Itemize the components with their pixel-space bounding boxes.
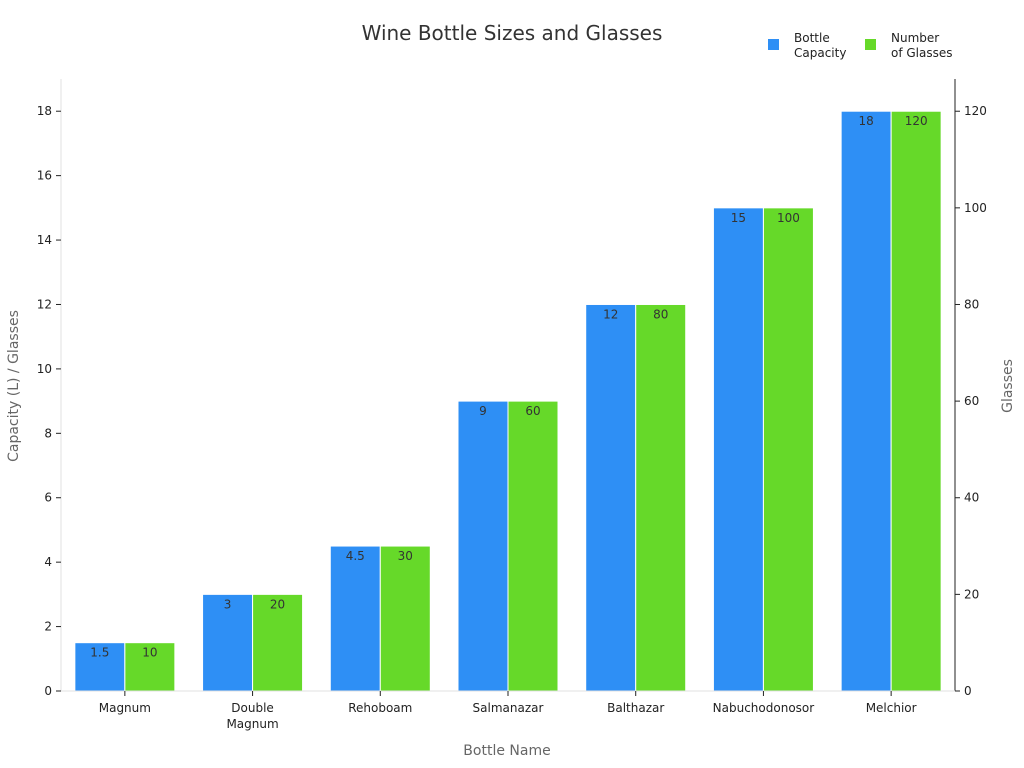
capacity-bar (840, 110, 892, 692)
capacity-bar-label: 3 (224, 597, 232, 611)
x-tick-label: Melchior (866, 701, 917, 715)
glasses-bar-label: 120 (905, 114, 928, 128)
glasses-bar-label: 10 (142, 646, 157, 660)
x-axis-title: Bottle Name (463, 743, 550, 759)
x-tick-label: Balthazar (607, 701, 664, 715)
y2-tick-label: 40 (964, 491, 979, 505)
y-tick-label: 18 (37, 104, 52, 118)
capacity-bar (329, 545, 381, 692)
axes-group: 0 2 4 6 8 10 12 14 16 18 0 20 40 60 80 100 120 Magnum Doub… (37, 79, 987, 731)
y2-axis-title: Glasses (1000, 359, 1016, 413)
y2-tick-label: 100 (964, 201, 987, 215)
x-tick-label: Salmanazar (473, 701, 544, 715)
glasses-bar (635, 303, 687, 692)
y2-tick-label: 60 (964, 394, 979, 408)
y-tick-label: 16 (37, 169, 52, 183)
legend-swatch-capacity (768, 39, 779, 50)
glasses-bar (507, 400, 559, 692)
capacity-bar-label: 15 (731, 211, 746, 225)
capacity-bar (712, 207, 764, 692)
y2-tick-label: 0 (964, 684, 972, 698)
capacity-bar-label: 4.5 (346, 549, 365, 563)
y-tick-label: 6 (44, 491, 52, 505)
x-tick-label: Nabuchodonosor (713, 701, 815, 715)
x-tick-label: Double (231, 701, 274, 715)
glasses-bar-label: 80 (653, 307, 668, 321)
y2-tick-label: 120 (964, 104, 987, 118)
legend-label: of Glasses (891, 46, 953, 60)
y-tick-label: 14 (37, 233, 52, 247)
y-tick-label: 4 (44, 555, 52, 569)
capacity-bar-label: 9 (479, 404, 487, 418)
x-tick-label: Rehoboam (348, 701, 412, 715)
glasses-bar (252, 593, 304, 692)
legend-label: Capacity (794, 46, 846, 60)
glasses-bar (890, 110, 942, 692)
capacity-bar-label: 1.5 (90, 646, 109, 660)
capacity-bar (202, 593, 254, 692)
capacity-bar (585, 303, 637, 692)
y-tick-label: 10 (37, 362, 52, 376)
x-tick-label: Magnum (99, 701, 151, 715)
y-axis-title: Capacity (L) / Glasses (6, 310, 22, 462)
glasses-bar (124, 642, 176, 692)
chart-title: Wine Bottle Sizes and Glasses (362, 21, 663, 45)
glasses-bar (379, 545, 431, 692)
glasses-bar (762, 207, 814, 692)
y-tick-label: 12 (37, 297, 52, 311)
capacity-bar-label: 12 (603, 307, 618, 321)
y-tick-label: 0 (44, 684, 52, 698)
capacity-bar (457, 400, 509, 692)
y2-tick-label: 80 (964, 297, 979, 311)
y-tick-label: 2 (44, 620, 52, 634)
legend-swatch-glasses (865, 39, 876, 50)
glasses-bar-label: 60 (525, 404, 540, 418)
glasses-bar-label: 30 (398, 549, 413, 563)
capacity-bar (74, 642, 126, 692)
legend-label: Bottle (794, 31, 830, 45)
capacity-bar-label: 18 (859, 114, 874, 128)
glasses-bar-label: 20 (270, 597, 285, 611)
legend-label: Number (891, 31, 939, 45)
y-tick-label: 8 (44, 426, 52, 440)
x-tick-label: Magnum (226, 717, 278, 731)
bars-group: 1.5 10 3 20 4.5 30 9 60 12 80 15 100 18 120 (74, 110, 942, 692)
glasses-bar-label: 100 (777, 211, 800, 225)
y2-tick-label: 20 (964, 587, 979, 601)
